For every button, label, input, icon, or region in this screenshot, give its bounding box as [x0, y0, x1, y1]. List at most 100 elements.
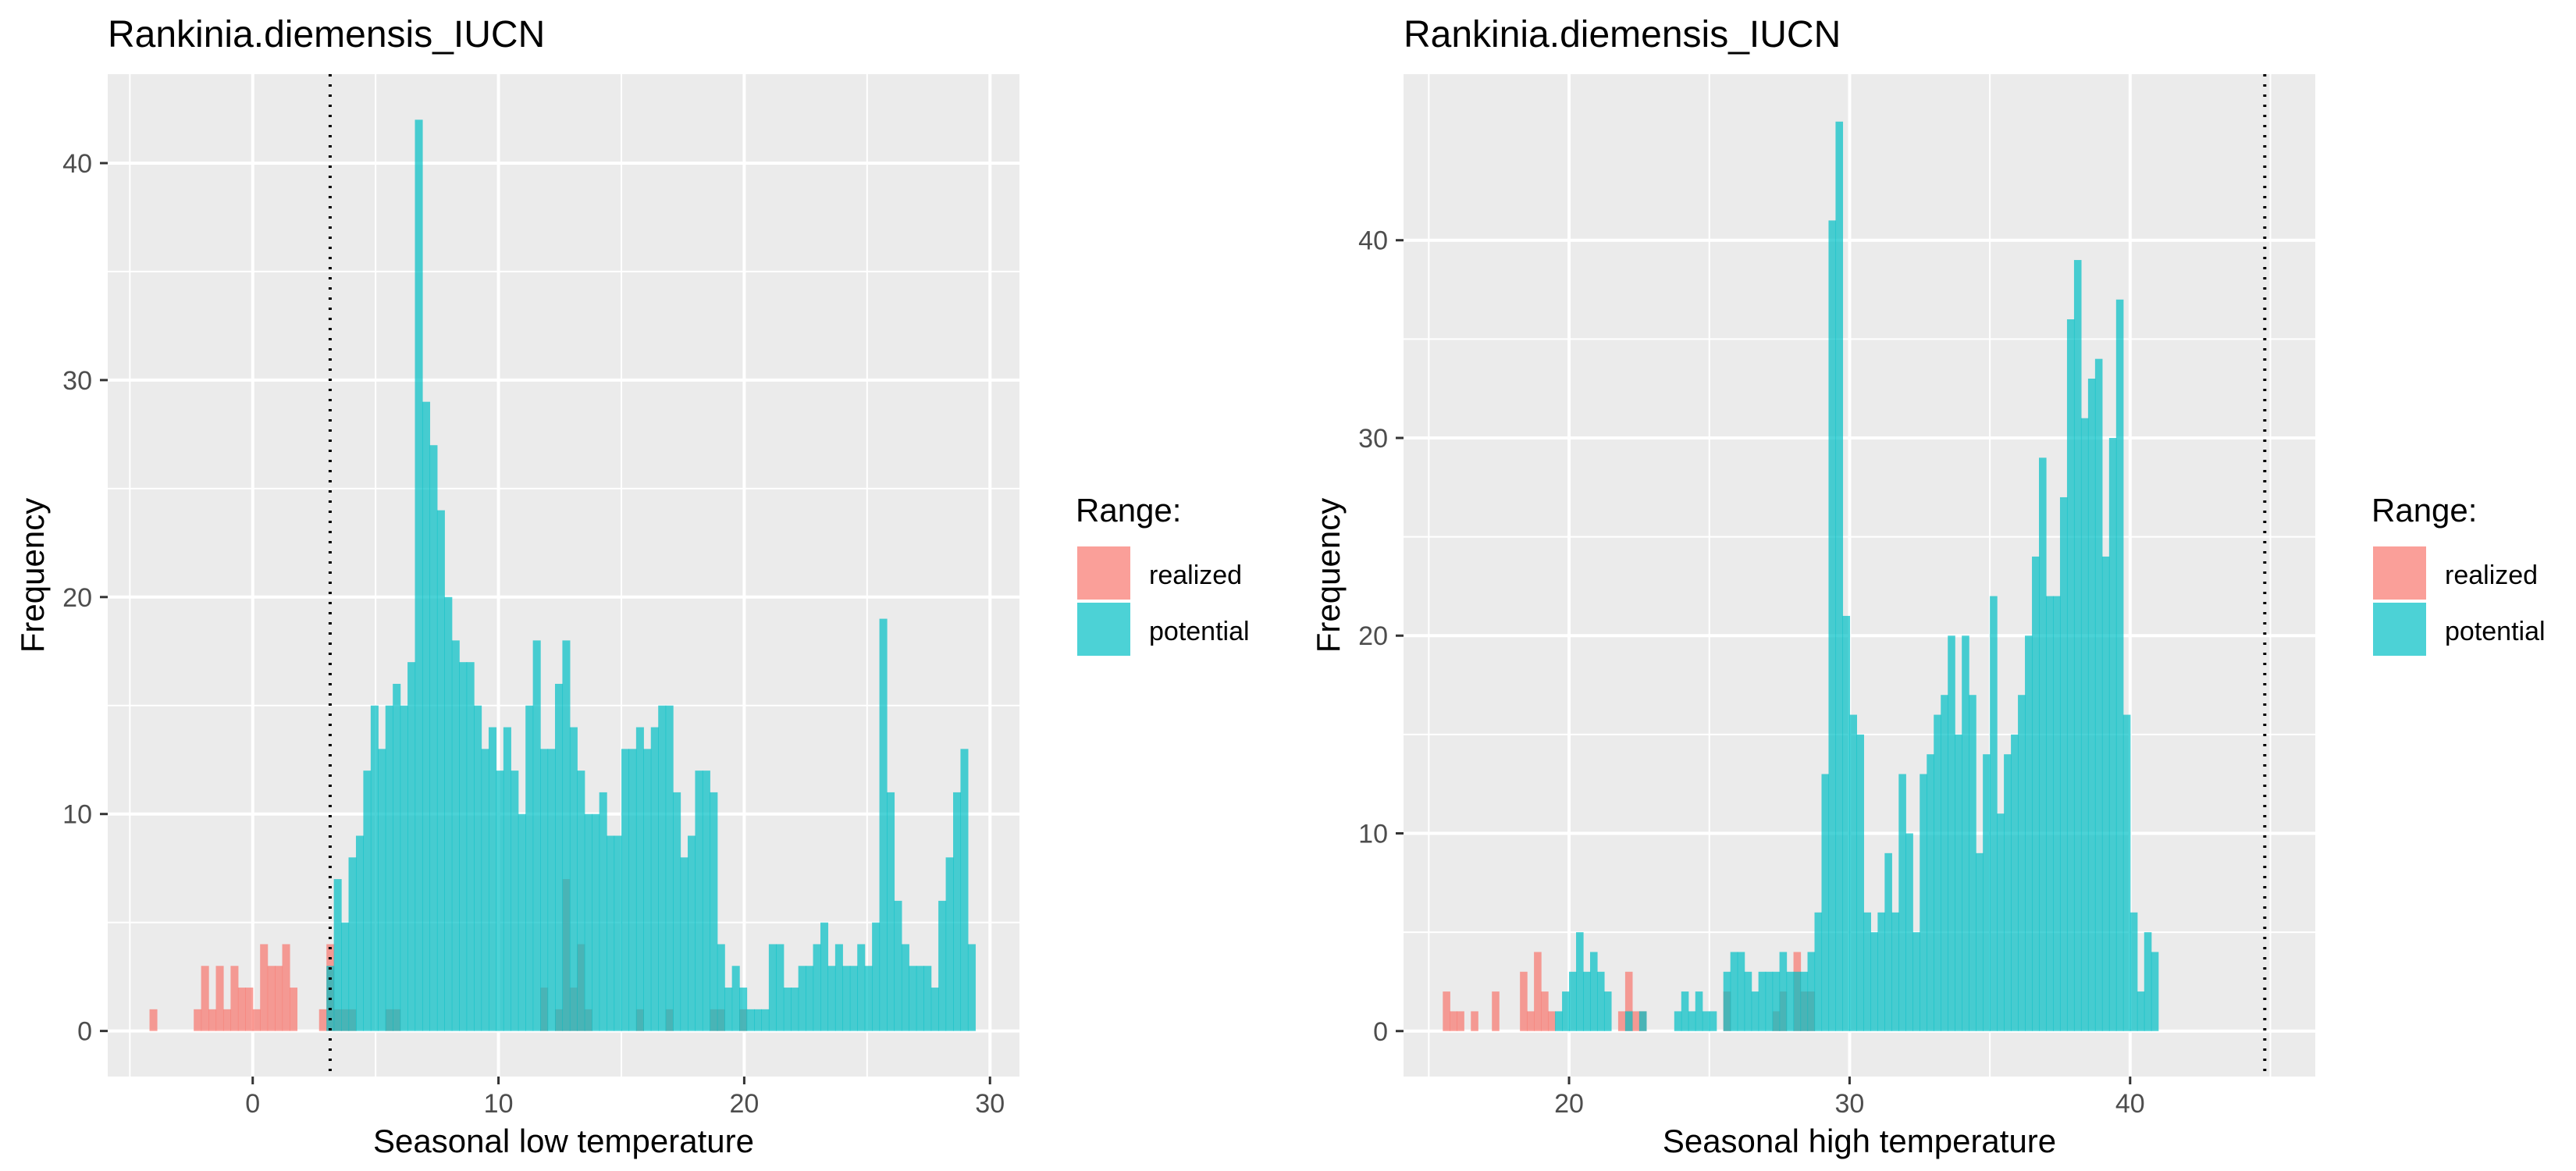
bar-potential	[1898, 774, 1906, 1031]
bar-potential	[1976, 852, 1984, 1031]
bar-potential	[341, 922, 350, 1031]
bar-potential	[702, 771, 710, 1031]
bar-potential	[540, 749, 549, 1031]
legend: Range: realized potential	[1076, 492, 1250, 656]
bar-potential	[960, 749, 969, 1031]
bar-potential	[2108, 437, 2117, 1031]
bar-realized	[201, 966, 209, 1031]
bar-potential	[459, 662, 468, 1031]
bar-potential	[415, 119, 423, 1031]
bar-potential	[916, 966, 924, 1031]
bar-potential	[1688, 1011, 1696, 1031]
bar-potential	[407, 662, 416, 1031]
bar-realized	[289, 988, 298, 1031]
bar-potential	[1786, 971, 1795, 1031]
bar-realized	[194, 1009, 202, 1031]
bar-realized	[267, 966, 276, 1031]
bar-potential	[1562, 991, 1570, 1031]
bar-potential	[731, 966, 740, 1031]
panel-seasonal-high: Rankinia.diemensis_IUCN 20 30 40010203040 …	[1310, 14, 2546, 1159]
bar-potential	[1877, 912, 1885, 1031]
bar-potential	[1912, 932, 1920, 1031]
legend-key-potential	[2373, 603, 2426, 656]
bar-realized	[1471, 1011, 1478, 1031]
bar-potential	[849, 966, 858, 1031]
bar-potential	[1842, 615, 1851, 1031]
bar-potential	[481, 749, 489, 1031]
bar-potential	[584, 813, 592, 1031]
bar-potential	[2087, 379, 2096, 1031]
bar-potential	[680, 857, 688, 1031]
bar-realized	[275, 966, 283, 1031]
bar-potential	[1723, 971, 1731, 1031]
bar-potential	[842, 966, 851, 1031]
bar-potential	[599, 792, 607, 1031]
bar-realized	[1457, 1011, 1464, 1031]
bar-potential	[2025, 635, 2033, 1031]
bar-potential	[518, 813, 526, 1031]
bar-realized	[1520, 971, 1528, 1031]
bar-realized	[208, 1009, 217, 1031]
bar-potential	[333, 879, 342, 1031]
bar-potential	[2151, 952, 2159, 1031]
bar-potential	[1779, 952, 1788, 1031]
bar-realized	[1492, 991, 1500, 1031]
bar-potential	[872, 922, 881, 1031]
bar-potential	[1624, 1011, 1633, 1031]
bar-realized	[260, 944, 269, 1031]
bar-potential	[2011, 734, 2019, 1031]
x-tick-label: 20	[729, 1089, 759, 1119]
bar-realized	[230, 966, 239, 1031]
bar-potential	[422, 401, 431, 1031]
y-tick-label: 20	[1358, 621, 1388, 651]
bar-potential	[1920, 774, 1927, 1031]
bar-potential	[739, 988, 748, 1031]
bar-potential	[1674, 1011, 1682, 1031]
bar-potential	[1821, 774, 1830, 1031]
bar-potential	[768, 944, 777, 1031]
bar-potential	[503, 727, 511, 1031]
bar-potential	[650, 727, 659, 1031]
x-tick-label: 10	[484, 1089, 514, 1119]
bar-potential	[1948, 635, 1955, 1031]
legend-key-realized	[2373, 546, 2426, 600]
bar-realized	[1541, 991, 1549, 1031]
bar-potential	[525, 705, 534, 1031]
bar-realized	[318, 1009, 327, 1031]
bar-potential	[532, 640, 541, 1031]
bar-realized	[1527, 1011, 1535, 1031]
bar-potential	[901, 944, 909, 1031]
y-tick-label: 0	[77, 1017, 92, 1047]
bar-potential	[1638, 1011, 1647, 1031]
bar-potential	[385, 705, 393, 1031]
x-tick-label: 30	[1835, 1089, 1865, 1119]
bar-potential	[1751, 991, 1759, 1031]
bar-potential	[2080, 418, 2089, 1031]
bar-potential	[1793, 971, 1802, 1031]
bar-potential	[496, 771, 504, 1031]
bar-potential	[1863, 912, 1871, 1031]
bar-potential	[1941, 695, 1948, 1031]
legend-label-potential: potential	[1149, 617, 1250, 646]
bar-potential	[827, 966, 836, 1031]
legend-label-potential: potential	[2445, 617, 2546, 646]
y-tick-label: 0	[1373, 1017, 1388, 1047]
bar-potential	[1709, 1011, 1717, 1031]
bar-potential	[592, 813, 600, 1031]
bar-potential	[665, 705, 674, 1031]
x-tick-label: 0	[245, 1089, 260, 1119]
bar-potential	[444, 596, 453, 1031]
bar-potential	[2129, 912, 2138, 1031]
bar-potential	[511, 771, 519, 1031]
bar-potential	[2122, 714, 2131, 1031]
bar-potential	[695, 771, 703, 1031]
x-tick-label: 30	[975, 1089, 1005, 1119]
bar-potential	[1576, 932, 1584, 1031]
bar-potential	[628, 749, 637, 1031]
bar-potential	[1589, 952, 1598, 1031]
bar-potential	[753, 1009, 763, 1031]
bar-potential	[2004, 754, 2012, 1031]
bar-potential	[1702, 1011, 1710, 1031]
legend-label-realized: realized	[2445, 561, 2538, 590]
bar-potential	[724, 988, 733, 1031]
